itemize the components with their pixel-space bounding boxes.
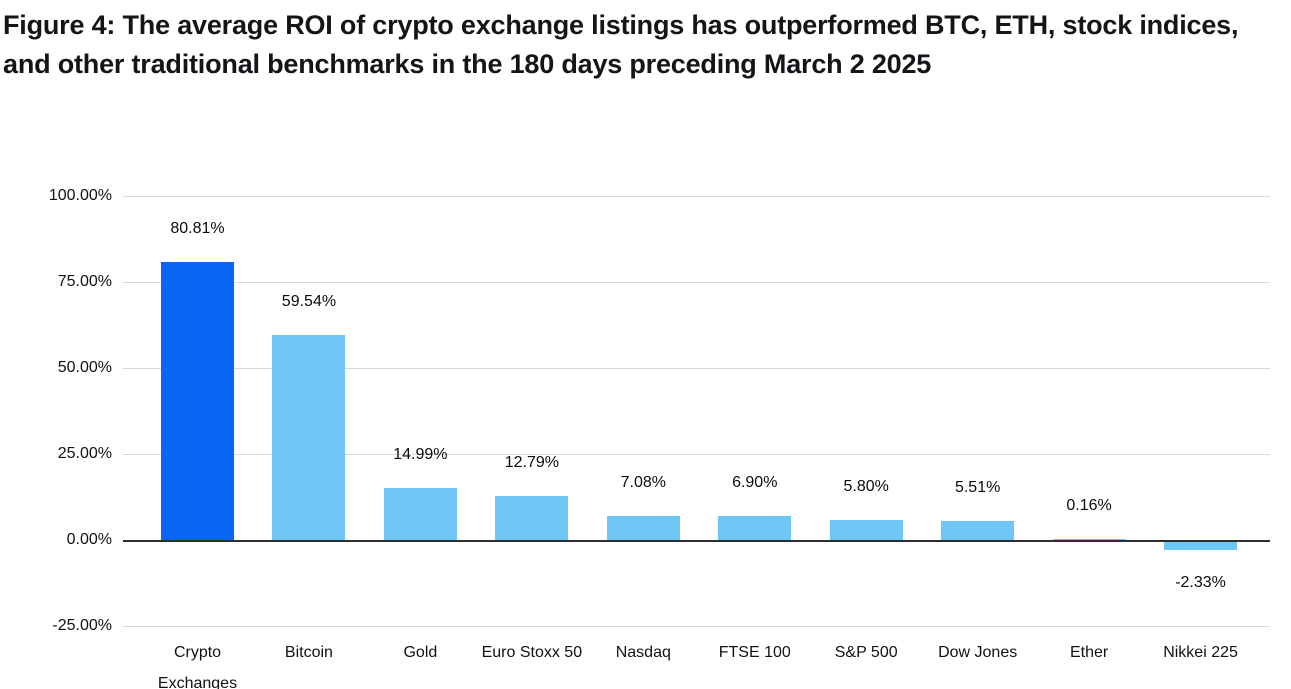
x-axis-category-label: Euro Stoxx 50: [481, 644, 583, 661]
gridline: [123, 282, 1270, 283]
bar-value-label: 7.08%: [620, 473, 666, 491]
bar: [606, 515, 680, 540]
zero-line: [123, 540, 1270, 542]
y-axis-tick-label: 0.00%: [66, 531, 112, 548]
x-axis-category-label: Gold: [403, 644, 438, 661]
bar: [161, 262, 234, 540]
gridline: [123, 454, 1270, 455]
x-axis-category-label: Ether: [1069, 644, 1109, 661]
bar-value-label: 0.16%: [1066, 497, 1112, 515]
y-axis-tick-label: -25.00%: [52, 617, 112, 634]
y-axis-tick-label: 75.00%: [57, 273, 112, 290]
bar-value-label: 80.81%: [170, 220, 225, 237]
x-axis-category-label: Crypto Exchanges: [157, 644, 238, 689]
bar: [1164, 542, 1238, 550]
bar: [829, 520, 903, 540]
bar-value-label: 14.99%: [393, 446, 448, 464]
bar: [495, 496, 569, 540]
bar-value-label: -2.33%: [1175, 574, 1226, 591]
bar: [941, 521, 1015, 540]
gridline: [123, 196, 1270, 197]
bar-value-label: 12.79%: [504, 454, 559, 471]
y-axis-tick-label: 25.00%: [57, 445, 112, 462]
gridline: [123, 368, 1270, 369]
x-axis-category-label: Bitcoin: [284, 644, 333, 661]
x-axis-category-label: Nasdaq: [615, 644, 671, 661]
bar-value-label: 59.54%: [281, 293, 337, 311]
x-axis-category-label: Dow Jones: [938, 644, 1018, 661]
bar-value-label: 6.90%: [732, 474, 778, 492]
bar: [272, 335, 346, 540]
y-axis-tick-label: 100.00%: [48, 187, 112, 204]
bar-value-label: 5.51%: [954, 479, 1001, 497]
y-axis-tick-label: 50.00%: [57, 359, 112, 376]
x-axis-category-label: S&P 500: [834, 644, 898, 661]
bar: [383, 488, 457, 540]
bar: [718, 516, 792, 540]
figure-title: Figure 4: The average ROI of crypto exch…: [3, 10, 1239, 79]
gridline: [123, 626, 1270, 627]
bar-value-label: 5.80%: [843, 478, 889, 496]
x-axis-category-label: FTSE 100: [718, 644, 791, 661]
x-axis-category-label: Nikkei 225: [1163, 644, 1238, 661]
bar: [1052, 539, 1126, 541]
